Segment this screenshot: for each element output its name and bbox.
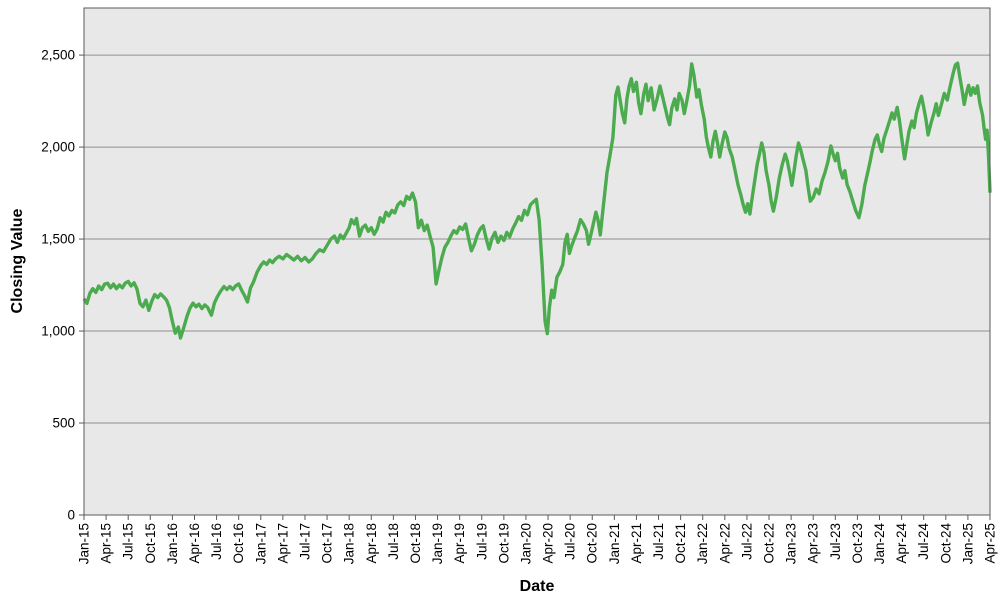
x-axis-ticks: Jan-15 Apr-15 Jul-15 Oct-15 Jan-16 Apr-16 Jul-… <box>77 515 998 564</box>
x-tick-label: Oct-21 <box>673 523 688 564</box>
x-tick-label: Jul-18 <box>386 523 401 560</box>
x-tick-label: Jul-17 <box>297 523 312 560</box>
y-tick-label: 1,000 <box>41 324 75 339</box>
x-tick-label: Oct-24 <box>938 523 953 564</box>
plot-border <box>83 7 991 516</box>
x-tick-label: Jul-21 <box>651 523 666 560</box>
gridlines <box>84 54 990 424</box>
x-tick-label: Oct-18 <box>408 523 423 564</box>
x-tick-label: Apr-15 <box>99 523 114 564</box>
x-tick-label: Jan-24 <box>872 523 887 565</box>
x-tick-label: Oct-17 <box>320 523 335 564</box>
x-tick-label: Jan-18 <box>342 523 357 564</box>
x-tick-label: Jan-20 <box>518 523 533 564</box>
x-tick-label: Oct-23 <box>850 523 865 564</box>
x-tick-label: Jul-15 <box>121 523 136 560</box>
closing-value-line <box>82 61 992 340</box>
y-tick-label: 2,000 <box>41 140 75 155</box>
x-tick-label: Jan-23 <box>784 523 799 564</box>
x-tick-label: Apr-17 <box>275 523 290 564</box>
x-tick-label: Oct-22 <box>762 523 777 564</box>
x-tick-label: Jul-20 <box>563 523 578 560</box>
x-tick-label: Jul-19 <box>474 523 489 560</box>
x-tick-label: Apr-23 <box>806 523 821 564</box>
x-tick-label: Jan-21 <box>607 523 622 564</box>
x-tick-label: Apr-18 <box>364 523 379 564</box>
x-tick-label: Oct-20 <box>585 523 600 564</box>
x-tick-label: Jul-24 <box>916 523 931 560</box>
y-tick-label: 500 <box>52 416 75 431</box>
x-tick-label: Apr-19 <box>452 523 467 564</box>
x-tick-label: Apr-16 <box>187 523 202 564</box>
y-tick-label: 2,500 <box>41 48 75 63</box>
y-tick-label: 0 <box>67 508 75 523</box>
x-tick-label: Jul-16 <box>209 523 224 560</box>
y-axis-ticks: 0 500 1,000 1,500 2,000 2,500 <box>41 48 84 523</box>
y-axis-title: Closing Value <box>9 208 26 313</box>
x-axis-title: Date <box>520 578 555 595</box>
x-tick-label: Jan-22 <box>695 523 710 564</box>
y-tick-label: 1,500 <box>41 232 75 247</box>
x-tick-label: Apr-21 <box>629 523 644 564</box>
x-tick-label: Apr-22 <box>717 523 732 564</box>
x-tick-label: Oct-15 <box>143 523 158 564</box>
x-tick-label: Jan-25 <box>960 523 975 564</box>
x-tick-label: Apr-24 <box>894 523 909 564</box>
x-tick-label: Jan-17 <box>253 523 268 564</box>
x-tick-label: Apr-20 <box>541 523 556 564</box>
x-tick-label: Jan-16 <box>165 523 180 564</box>
x-tick-label: Jan-15 <box>77 523 92 564</box>
x-tick-label: Jul-23 <box>828 523 843 560</box>
x-tick-label: Jan-19 <box>430 523 445 564</box>
x-tick-label: Jul-22 <box>739 523 754 560</box>
x-tick-label: Oct-16 <box>231 523 246 564</box>
plot-background <box>84 8 990 515</box>
x-tick-label: Apr-25 <box>983 523 998 564</box>
x-tick-label: Oct-19 <box>496 523 511 564</box>
